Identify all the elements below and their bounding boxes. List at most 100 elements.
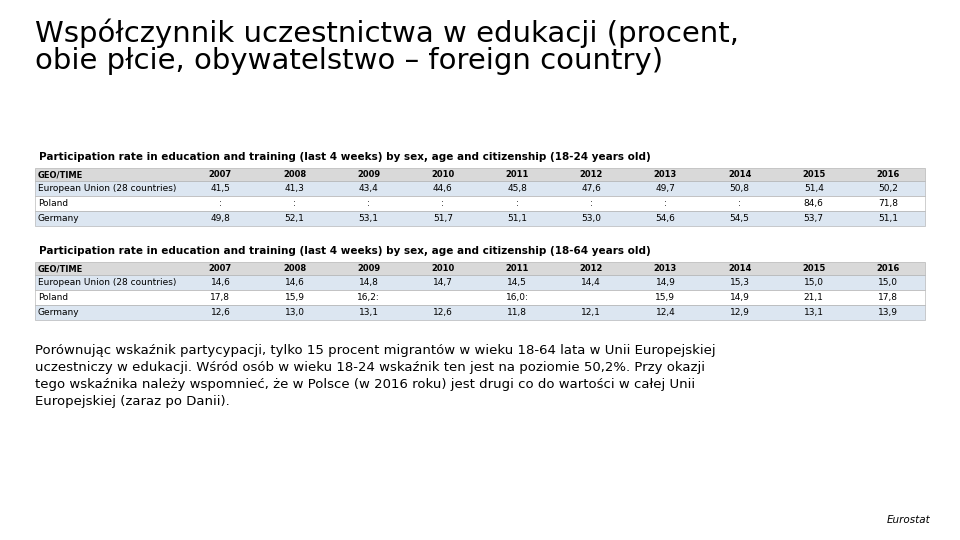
Text: 14,5: 14,5 [507,278,527,287]
Text: 12,6: 12,6 [433,308,453,317]
Text: 2013: 2013 [654,170,677,179]
Text: Współczynnik uczestnictwa w edukacji (procent,: Współczynnik uczestnictwa w edukacji (pr… [35,18,739,48]
Text: 71,8: 71,8 [877,199,898,208]
Bar [35,275,925,290]
Text: 2012: 2012 [580,170,603,179]
Text: :: : [516,199,518,208]
Text: 14,7: 14,7 [433,278,453,287]
Text: Germany: Germany [38,308,80,317]
Text: 15,9: 15,9 [284,293,304,302]
Text: 2015: 2015 [802,264,826,273]
Text: GEO/TIME: GEO/TIME [38,264,84,273]
Text: 14,6: 14,6 [210,278,230,287]
Text: 2016: 2016 [876,170,900,179]
Text: :: : [368,199,371,208]
Text: 49,8: 49,8 [210,214,230,223]
Text: 2010: 2010 [431,170,454,179]
Text: 2015: 2015 [802,170,826,179]
Text: 13,9: 13,9 [877,308,898,317]
Text: 51,1: 51,1 [877,214,898,223]
Text: 2012: 2012 [580,264,603,273]
Text: Participation rate in education and training (last 4 weeks) by sex, age and citi: Participation rate in education and trai… [39,152,651,162]
Text: 14,4: 14,4 [582,278,601,287]
Text: 2007: 2007 [209,170,232,179]
Text: 13,0: 13,0 [284,308,304,317]
Text: 54,6: 54,6 [656,214,675,223]
Text: 51,7: 51,7 [433,214,453,223]
Text: 50,2: 50,2 [878,184,898,193]
Text: 15,3: 15,3 [730,278,750,287]
Text: 21,1: 21,1 [804,293,824,302]
Bar [35,290,925,305]
Text: 84,6: 84,6 [804,199,824,208]
Text: 41,5: 41,5 [210,184,230,193]
Text: 14,8: 14,8 [359,278,378,287]
Bar [35,196,925,211]
Text: 2014: 2014 [728,264,752,273]
Text: 49,7: 49,7 [656,184,675,193]
Text: 52,1: 52,1 [285,214,304,223]
Text: Poland: Poland [38,199,68,208]
Text: 14,9: 14,9 [730,293,750,302]
Text: :: : [738,199,741,208]
Text: Eurostat: Eurostat [886,515,930,525]
Text: 15,0: 15,0 [804,278,824,287]
Text: 17,8: 17,8 [877,293,898,302]
Text: 16,0:: 16,0: [506,293,529,302]
Text: 12,9: 12,9 [730,308,750,317]
Bar [35,168,925,181]
Text: Participation rate in education and training (last 4 weeks) by sex, age and citi: Participation rate in education and trai… [39,246,651,256]
Text: 47,6: 47,6 [582,184,601,193]
Text: tego wskaźnika należy wspomnieć, że w Polsce (w 2016 roku) jest drugi co do wart: tego wskaźnika należy wspomnieć, że w Po… [35,378,695,391]
Bar [35,181,925,196]
Text: obie płcie, obywatelstwo – foreign country): obie płcie, obywatelstwo – foreign count… [35,47,663,75]
Text: 2014: 2014 [728,170,752,179]
Text: 53,1: 53,1 [359,214,379,223]
Text: 16,2:: 16,2: [357,293,380,302]
Text: Europejskiej (zaraz po Danii).: Europejskiej (zaraz po Danii). [35,395,229,408]
Text: 17,8: 17,8 [210,293,230,302]
Text: :: : [293,199,296,208]
Text: 2010: 2010 [431,264,454,273]
Text: 2011: 2011 [505,170,529,179]
Text: 2008: 2008 [283,264,306,273]
Text: 2013: 2013 [654,264,677,273]
Text: 51,1: 51,1 [507,214,527,223]
Bar [35,305,925,320]
Text: 14,6: 14,6 [285,278,304,287]
Text: 11,8: 11,8 [507,308,527,317]
Text: 53,7: 53,7 [804,214,824,223]
Text: 14,9: 14,9 [656,278,675,287]
Text: Porównując wskaźnik partycypacji, tylko 15 procent migrantów w wieku 18-64 lata : Porównując wskaźnik partycypacji, tylko … [35,344,715,357]
Bar [35,262,925,275]
Text: :: : [589,199,592,208]
Text: 54,5: 54,5 [730,214,750,223]
Text: 43,4: 43,4 [359,184,378,193]
Text: 2007: 2007 [209,264,232,273]
Text: 15,0: 15,0 [877,278,898,287]
Bar [35,211,925,226]
Text: Poland: Poland [38,293,68,302]
Text: 12,1: 12,1 [582,308,601,317]
Text: 53,0: 53,0 [581,214,601,223]
Text: 45,8: 45,8 [507,184,527,193]
Text: 13,1: 13,1 [359,308,379,317]
Text: :: : [664,199,667,208]
Text: 12,6: 12,6 [210,308,230,317]
Text: 50,8: 50,8 [730,184,750,193]
Text: 2008: 2008 [283,170,306,179]
Text: 2011: 2011 [505,264,529,273]
Text: uczestniczy w edukacji. Wśród osób w wieku 18-24 wskaźnik ten jest na poziomie 5: uczestniczy w edukacji. Wśród osób w wie… [35,361,705,374]
Text: :: : [442,199,444,208]
Text: 2009: 2009 [357,170,380,179]
Text: 12,4: 12,4 [656,308,675,317]
Text: 15,9: 15,9 [656,293,676,302]
Text: GEO/TIME: GEO/TIME [38,170,84,179]
Text: 51,4: 51,4 [804,184,824,193]
Text: Germany: Germany [38,214,80,223]
Text: :: : [219,199,222,208]
Text: 41,3: 41,3 [285,184,304,193]
Text: 44,6: 44,6 [433,184,453,193]
Text: European Union (28 countries): European Union (28 countries) [38,278,177,287]
Text: 2009: 2009 [357,264,380,273]
